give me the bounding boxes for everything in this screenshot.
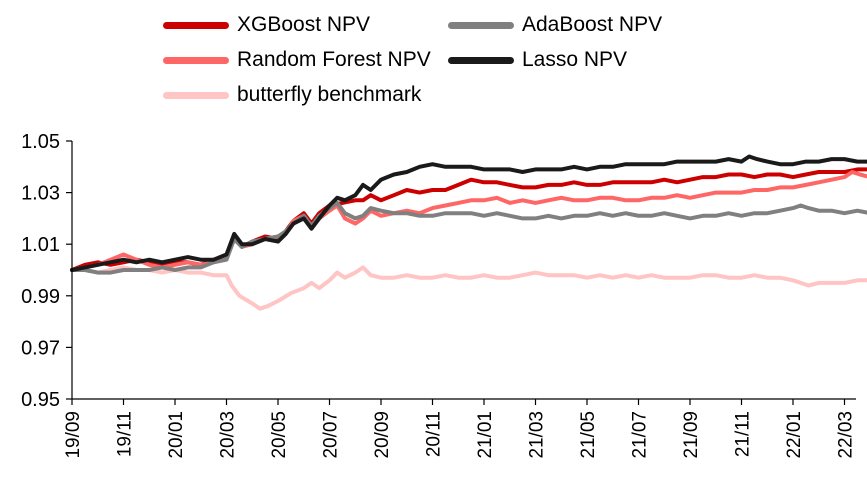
x-tick-label: 21/09 <box>681 411 702 459</box>
series-line-butterfly-benchmark <box>70 265 867 311</box>
series-line-xgboost-npv <box>70 167 867 272</box>
legend-swatch <box>163 56 229 64</box>
x-tick-label: 21/07 <box>630 411 651 459</box>
y-axis-ticks: 1.05 1.03 1.01 0.99 0.97 0.95 <box>21 131 72 411</box>
legend-swatch <box>163 21 229 29</box>
legend-swatch <box>163 91 229 99</box>
x-tick-label: 22/01 <box>784 411 805 459</box>
x-axis-ticks: 19/09 19/11 20/01 20/03 20/05 20/07 20/09 20/11… <box>63 399 857 459</box>
y-tick-label: 0.99 <box>21 286 60 308</box>
legend-item-xgboost: XGBoost NPV <box>163 12 370 38</box>
x-tick-label: 21/01 <box>475 411 496 459</box>
x-tick-label: 19/11 <box>115 411 136 457</box>
x-tick-label: 19/09 <box>63 411 84 459</box>
legend-item-butterfly-benchmark: butterfly benchmark <box>163 82 421 108</box>
legend-label: Lasso NPV <box>522 48 628 71</box>
y-tick-label: 1.03 <box>21 183 60 205</box>
x-tick-label: 21/11 <box>733 411 754 457</box>
y-tick-label: 1.05 <box>21 131 60 153</box>
legend-label: butterfly benchmark <box>237 83 422 106</box>
x-tick-label: 20/01 <box>166 411 187 459</box>
x-tick-label: 20/07 <box>321 411 342 459</box>
legend-swatch <box>448 56 514 64</box>
x-tick-label: 20/03 <box>218 411 239 459</box>
x-tick-label: 21/05 <box>578 411 599 459</box>
x-tick-label: 20/05 <box>269 411 290 459</box>
x-tick-label: 21/03 <box>527 411 548 459</box>
x-tick-label: 20/11 <box>424 411 445 457</box>
legend-item-lasso: Lasso NPV <box>448 47 627 73</box>
legend-label: XGBoost NPV <box>237 13 371 36</box>
series-line-random-forest-npv <box>70 170 867 272</box>
series-line-lasso-npv <box>70 154 867 272</box>
legend-item-adaboost: AdaBoost NPV <box>448 12 662 38</box>
x-tick-label: 22/03 <box>836 411 857 459</box>
series-layer <box>70 154 867 311</box>
series-line-adaboost-npv <box>70 200 867 275</box>
y-tick-label: 1.01 <box>21 234 60 256</box>
legend-swatch <box>448 21 514 29</box>
y-tick-label: 0.97 <box>21 337 60 359</box>
legend-label: AdaBoost NPV <box>522 13 663 36</box>
legend-item-random-forest: Random Forest NPV <box>163 47 431 73</box>
legend-label: Random Forest NPV <box>237 48 431 71</box>
y-tick-label: 0.95 <box>21 389 60 411</box>
x-tick-label: 20/09 <box>372 411 393 459</box>
